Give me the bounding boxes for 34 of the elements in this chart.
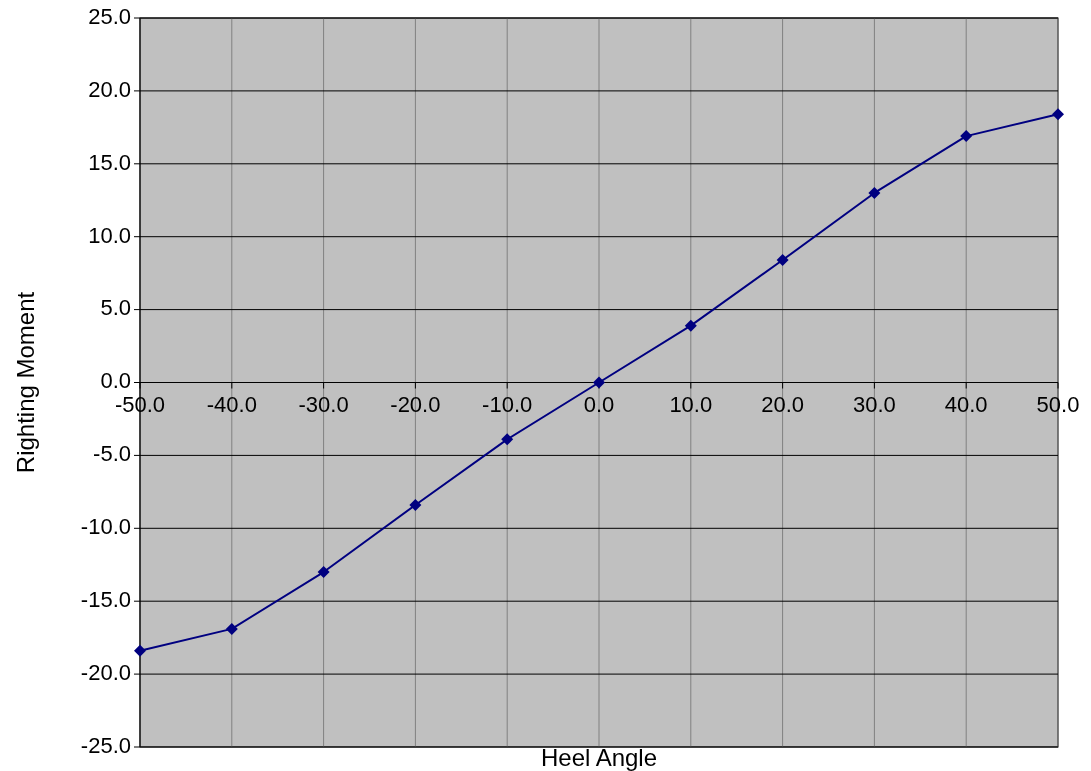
point (134, 644, 146, 657)
point (501, 433, 514, 446)
point (684, 319, 697, 332)
y-tick-label: 5.0 (100, 295, 131, 321)
y-axis-title: Righting Moment (12, 291, 39, 474)
point (776, 254, 789, 267)
x-tick-label: 50.0 (1036, 391, 1080, 417)
point (593, 376, 605, 389)
x-tick-label: 0.0 (583, 391, 615, 417)
x-tick-label: -30.0 (298, 391, 349, 417)
point (409, 498, 422, 511)
x-tick-label: -10.0 (482, 391, 533, 417)
point (868, 186, 881, 199)
y-tick-label: -10.0 (80, 514, 131, 540)
x-tick-label: 30.0 (852, 391, 896, 417)
point (960, 130, 973, 143)
x-tick-label: 10.0 (669, 391, 713, 417)
x-tick-label: 20.0 (761, 391, 805, 417)
y-tick-label: 10.0 (88, 222, 131, 248)
y-tick-label: 25.0 (88, 3, 131, 29)
x-tick-label: 40.0 (944, 391, 988, 417)
point (225, 622, 238, 635)
y-tick-label: -25.0 (80, 732, 131, 758)
x-tick-label: -40.0 (206, 391, 257, 417)
y-tick-label: -5.0 (93, 441, 131, 467)
x-tick-label: -20.0 (390, 391, 441, 417)
y-tick-label: 15.0 (88, 149, 131, 175)
y-tick-label: -20.0 (80, 659, 131, 685)
point (1052, 108, 1064, 121)
x-axis-title: Heel Angle (540, 744, 658, 771)
y-tick-label: 20.0 (88, 76, 131, 102)
point (317, 566, 330, 579)
y-tick-label: 0.0 (100, 368, 131, 394)
y-tick-label: -15.0 (80, 587, 131, 613)
